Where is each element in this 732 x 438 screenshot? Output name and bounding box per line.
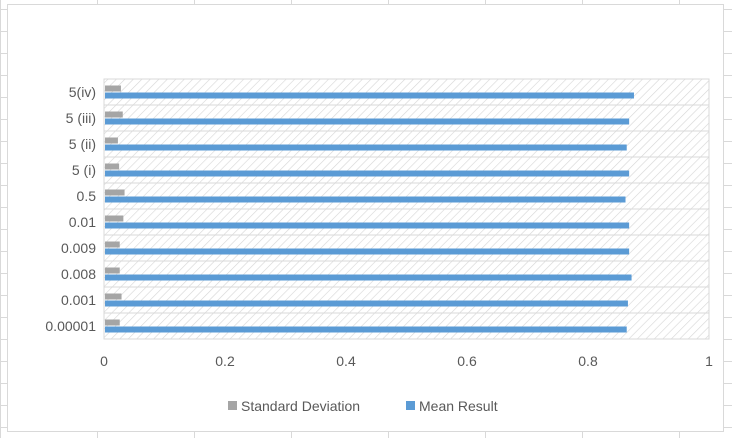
legend: Standard Deviation Mean Result [228,398,498,414]
bar-mean-result [105,92,634,99]
bar-mean-result [105,326,627,333]
bar-standard-deviation [105,163,120,170]
y-tick-label: 0.00001 [45,318,96,334]
bar-mean-result [105,248,630,255]
x-tick-label: 1 [705,353,713,369]
x-tick-label: 0.6 [457,353,477,369]
bar-standard-deviation [105,189,125,196]
bar-standard-deviation [105,267,120,274]
bar-standard-deviation [105,111,123,118]
bar-mean-result [105,170,630,177]
y-tick-label: 0.001 [61,292,96,308]
bar-mean-result [105,196,626,203]
x-tick-label: 0.8 [578,353,598,369]
bars [105,85,634,333]
gridlines [104,104,709,314]
bar-mean-result [105,118,630,125]
x-axis-tick-labels: 0 0.2 0.4 0.6 0.8 1 [100,353,713,369]
legend-label: Mean Result [419,398,498,414]
legend-swatch [406,401,415,410]
y-tick-label: 0.008 [61,266,96,282]
y-tick-label: 0.01 [69,214,96,230]
legend-label: Standard Deviation [241,398,360,414]
y-tick-label: 0.009 [61,240,96,256]
bar-mean-result [105,144,627,151]
bar-standard-deviation [105,137,118,144]
bar-standard-deviation [105,293,122,300]
y-tick-label: 5(iv) [69,84,96,100]
bar-standard-deviation [105,85,121,92]
bar-standard-deviation [105,319,120,326]
bar-mean-result [105,222,630,229]
x-tick-label: 0.4 [336,353,356,369]
x-tick-label: 0.2 [215,353,235,369]
bar-mean-result [105,274,632,281]
y-tick-label: 5 (i) [72,162,96,178]
y-tick-label: 5 (iii) [66,110,96,126]
x-tick-label: 0 [100,353,108,369]
y-tick-label: 0.5 [77,188,97,204]
bar-standard-deviation [105,241,120,248]
y-axis-tick-labels: 0.00001 0.001 0.008 0.009 0.01 0.5 5 (i) 5 (ii)… [45,84,96,334]
bar-standard-deviation [105,215,124,222]
y-tick-label: 5 (ii) [69,136,96,152]
legend-swatch [228,401,237,410]
bar-mean-result [105,300,628,307]
